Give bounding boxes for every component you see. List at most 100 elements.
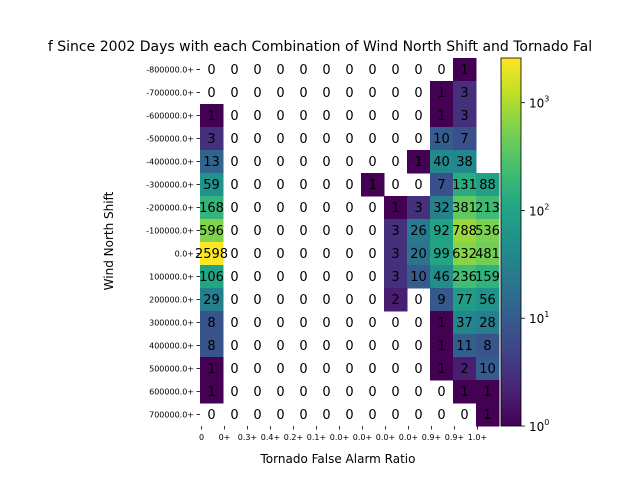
- cell-value-label: 38: [456, 155, 473, 170]
- cell-value-label: 0: [276, 362, 284, 377]
- heatmap-cell-labels: 0 0 0 0 0 0 0 0 0 0 0 10 0 0 0 0 0 0 0 0 0 1 31 0 0 0 0 0 0 0 0 0 1 33 0 0 0…: [195, 63, 500, 423]
- cell-value-label: 1: [207, 362, 215, 377]
- cell-value-label: 0: [391, 362, 399, 377]
- y-tick-label: 200000.0+: [149, 296, 194, 305]
- cell-value-label: 0: [322, 316, 330, 331]
- cell-value-label: 0: [299, 408, 307, 423]
- cell-value-label: 1: [207, 109, 215, 124]
- cell-value-label: 0: [276, 293, 284, 308]
- cell-value-label: 0: [391, 86, 399, 101]
- cell-value-label: 0: [414, 362, 422, 377]
- heatmap-cell: [453, 196, 477, 220]
- cell-value-label: 0: [345, 247, 353, 262]
- cell-value-label: 168: [199, 201, 224, 216]
- cell-value-label: 0: [230, 362, 238, 377]
- heatmap-cell: [200, 380, 224, 404]
- heatmap-cell: [476, 380, 500, 404]
- x-axis-label: Tornado False Alarm Ratio: [260, 452, 416, 466]
- heatmap-cell: [430, 265, 454, 289]
- cell-value-label: 2598: [195, 247, 228, 262]
- x-tick-label: 0.0+: [330, 433, 349, 442]
- x-tick-label: 0.4+: [261, 433, 280, 442]
- cell-value-label: 0: [391, 316, 399, 331]
- cell-value-label: 0: [368, 270, 376, 285]
- cell-value-label: 0: [391, 155, 399, 170]
- cell-value-label: 0: [276, 385, 284, 400]
- heatmap-cell: [200, 334, 224, 358]
- cell-value-label: 0: [414, 385, 422, 400]
- cell-value-label: 0: [345, 316, 353, 331]
- cell-value-label: 3: [391, 270, 399, 285]
- heatmap-cell: [430, 334, 454, 358]
- y-tick-label: 100000.0+: [149, 273, 194, 282]
- cell-value-label: 0: [345, 408, 353, 423]
- heatmap-cell: [200, 104, 224, 128]
- cell-value-label: 0: [437, 63, 445, 78]
- heatmap-cell: [430, 196, 454, 220]
- x-tick-label: 0.0+: [376, 433, 395, 442]
- cell-value-label: 0: [230, 224, 238, 239]
- cell-value-label: 0: [253, 63, 261, 78]
- cell-value-label: 0: [345, 339, 353, 354]
- cell-value-label: 0: [299, 86, 307, 101]
- cell-value-label: 0: [414, 293, 422, 308]
- cell-value-label: 0: [391, 63, 399, 78]
- cell-value-label: 0: [368, 385, 376, 400]
- y-tick-label: 500000.0+: [149, 365, 194, 374]
- heatmap-cell: [430, 288, 454, 312]
- cell-value-label: 0: [276, 155, 284, 170]
- cell-value-label: 0: [391, 109, 399, 124]
- cell-value-label: 0: [322, 155, 330, 170]
- cell-value-label: 0: [299, 339, 307, 354]
- y-tick-label: -300000.0+: [146, 181, 194, 190]
- cell-value-label: 0: [299, 109, 307, 124]
- cell-value-label: 2: [460, 362, 468, 377]
- y-tick-label: 0.0+: [175, 250, 194, 259]
- heatmap-cell: [453, 150, 477, 174]
- cell-value-label: 0: [437, 385, 445, 400]
- cell-value-label: 0: [414, 178, 422, 193]
- cell-value-label: 0: [322, 86, 330, 101]
- cell-value-label: 0: [368, 201, 376, 216]
- cell-value-label: 1: [437, 109, 445, 124]
- cell-value-label: 10: [433, 132, 450, 147]
- cell-value-label: 0: [230, 293, 238, 308]
- cell-value-label: 213: [475, 201, 500, 216]
- cell-value-label: 0: [299, 362, 307, 377]
- cell-value-label: 0: [276, 339, 284, 354]
- cell-value-label: 481: [475, 247, 500, 262]
- cell-value-label: 9: [437, 293, 445, 308]
- cell-value-label: 0: [368, 293, 376, 308]
- cell-value-label: 0: [437, 408, 445, 423]
- cell-value-label: 0: [253, 132, 261, 147]
- cell-value-label: 0: [299, 316, 307, 331]
- cell-value-label: 0: [345, 224, 353, 239]
- cell-value-label: 0: [253, 224, 261, 239]
- y-tick-label: -400000.0+: [146, 158, 194, 167]
- heatmap-cell: [430, 311, 454, 335]
- cell-value-label: 0: [207, 408, 215, 423]
- heatmap-cell: [430, 173, 454, 197]
- heatmap-cell: [407, 265, 431, 289]
- cell-value-label: 0: [276, 132, 284, 147]
- colorbar-ticks: 100 101 102 103: [521, 95, 549, 434]
- cell-value-label: 46: [433, 270, 450, 285]
- heatmap-cell: [361, 173, 385, 197]
- cell-value-label: 0: [414, 63, 422, 78]
- colorbar-tick-label: 100: [529, 418, 549, 434]
- heatmap-cell: [200, 173, 224, 197]
- cell-value-label: 3: [391, 224, 399, 239]
- cell-value-label: 0: [345, 385, 353, 400]
- heatmap-cell: [453, 81, 477, 105]
- colorbar-tick-label: 102: [529, 202, 549, 218]
- heatmap-cell: [384, 219, 408, 243]
- cell-value-label: 0: [345, 86, 353, 101]
- heatmap-cell: [200, 127, 224, 151]
- heatmap-cell: [453, 265, 477, 289]
- cell-value-label: 0: [345, 270, 353, 285]
- cell-value-label: 596: [199, 224, 224, 239]
- cell-value-label: 0: [368, 316, 376, 331]
- cell-value-label: 0: [345, 362, 353, 377]
- cell-value-label: 0: [299, 132, 307, 147]
- y-tick-label: -200000.0+: [146, 204, 194, 213]
